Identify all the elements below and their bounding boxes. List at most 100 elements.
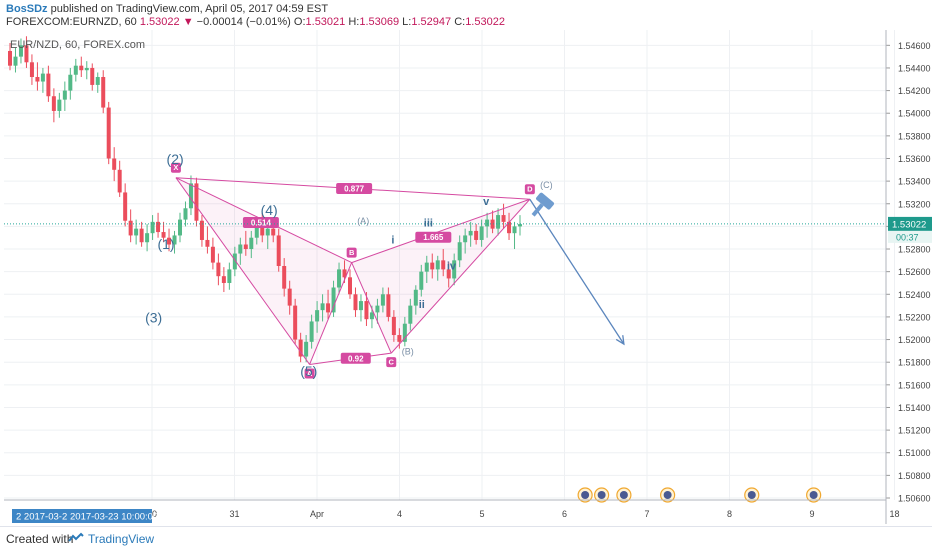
pattern-point-a: A bbox=[307, 369, 313, 378]
chart-legend-title: EUR/NZD, 60, FOREX.com bbox=[10, 39, 145, 51]
candle-body bbox=[441, 260, 446, 270]
candle-body bbox=[276, 235, 281, 266]
candle bbox=[227, 262, 232, 290]
pattern-ratio-box bbox=[336, 183, 373, 195]
candle-body bbox=[260, 224, 265, 236]
candle bbox=[172, 230, 177, 254]
candle-body bbox=[18, 45, 23, 57]
pattern-leg-cd[interactable] bbox=[390, 198, 531, 354]
pattern-leg-xa[interactable] bbox=[175, 177, 310, 365]
candle bbox=[315, 301, 320, 333]
pattern-leg-bc[interactable] bbox=[351, 262, 392, 354]
candle bbox=[496, 208, 501, 236]
candle bbox=[46, 65, 51, 102]
candle-body bbox=[156, 221, 161, 233]
candle-body bbox=[353, 294, 358, 311]
candle-body bbox=[62, 90, 67, 100]
candle bbox=[210, 237, 215, 270]
published-text: published on TradingView.com, April 05, … bbox=[50, 3, 329, 15]
candle-body bbox=[468, 230, 473, 236]
candle bbox=[413, 285, 418, 315]
candle bbox=[243, 230, 248, 256]
candle bbox=[79, 56, 84, 78]
candle-body bbox=[79, 65, 84, 71]
candle-body bbox=[304, 341, 309, 357]
candle bbox=[353, 287, 358, 317]
y-tick-label: 1.50800 bbox=[898, 471, 931, 481]
candle-body bbox=[172, 235, 177, 245]
candle bbox=[128, 209, 133, 243]
candle-body bbox=[199, 220, 204, 240]
crosshair-time-label-2: 2017-03-23 10:00:00 bbox=[70, 512, 158, 523]
candle bbox=[216, 253, 221, 286]
candle-body bbox=[397, 335, 402, 342]
candle-body bbox=[101, 77, 106, 108]
candle-body bbox=[265, 228, 270, 236]
candle bbox=[18, 38, 23, 64]
candle-body bbox=[117, 169, 122, 193]
economic-event-flag-icon bbox=[809, 491, 818, 499]
candle bbox=[139, 221, 144, 247]
candle-body bbox=[68, 74, 73, 91]
candle-body bbox=[183, 208, 188, 220]
candle-body bbox=[375, 305, 380, 313]
candle-body bbox=[254, 224, 259, 238]
candle-body bbox=[188, 183, 193, 209]
y-tick-label: 1.53200 bbox=[898, 199, 931, 209]
author-name[interactable]: BosSDz bbox=[6, 3, 48, 15]
candle bbox=[309, 314, 314, 349]
candle bbox=[485, 212, 490, 238]
pattern-point-box[interactable] bbox=[170, 162, 181, 173]
countdown-text: 00:37 bbox=[896, 232, 919, 242]
pattern-point-box[interactable] bbox=[386, 357, 397, 368]
candle bbox=[95, 72, 100, 93]
wave-label: i bbox=[391, 234, 394, 246]
candle-body bbox=[391, 316, 396, 336]
pattern-point-box[interactable] bbox=[304, 368, 315, 379]
symbol-line: FOREXCOM:EURNZD, 60 1.53022 ▼ −0.00014 (… bbox=[6, 16, 505, 28]
candle-body bbox=[386, 294, 391, 317]
candle bbox=[156, 212, 161, 238]
candle-body bbox=[457, 242, 462, 261]
candle-body bbox=[51, 96, 56, 111]
candle-body bbox=[293, 305, 298, 340]
candle-body bbox=[452, 260, 457, 279]
x-tick-label: 5 bbox=[479, 509, 484, 519]
candle bbox=[518, 215, 522, 236]
candle-body bbox=[485, 219, 490, 227]
pattern-leg-ab[interactable] bbox=[309, 262, 353, 365]
candle-body bbox=[518, 224, 522, 227]
candle bbox=[435, 255, 440, 281]
candle bbox=[150, 215, 155, 240]
candle-body bbox=[320, 303, 325, 311]
candle-body bbox=[446, 269, 451, 279]
candle bbox=[402, 316, 407, 347]
candle bbox=[348, 269, 352, 299]
tradingview-brand[interactable]: TradingView bbox=[88, 532, 155, 546]
x-tick-label: Apr bbox=[310, 509, 324, 519]
candle bbox=[8, 43, 12, 71]
price-chart[interactable]: X A B C D 0.877 0.514 0.92 1.665 (1) (2) (3) (4) (5)… bbox=[0, 30, 932, 525]
candle-body bbox=[298, 339, 303, 357]
candle-body bbox=[8, 50, 12, 66]
pattern-point-box[interactable] bbox=[346, 247, 357, 258]
y-tick-label: 1.54400 bbox=[898, 63, 931, 73]
pattern-diag-bd[interactable] bbox=[351, 198, 531, 264]
projection-arrow-line[interactable] bbox=[529, 198, 625, 345]
candle-body bbox=[167, 237, 172, 245]
pattern-point-box[interactable] bbox=[524, 184, 535, 195]
candle-body bbox=[326, 303, 331, 313]
candle-body bbox=[73, 65, 78, 75]
candle bbox=[501, 203, 506, 229]
candle bbox=[90, 63, 95, 91]
candle bbox=[13, 47, 18, 73]
candle-body bbox=[380, 294, 385, 306]
candle bbox=[51, 88, 56, 123]
candle-body bbox=[490, 219, 495, 229]
candle bbox=[112, 147, 117, 182]
economic-event-flag-icon bbox=[619, 491, 628, 499]
candle-body bbox=[84, 67, 89, 71]
candle bbox=[507, 212, 512, 240]
candle-body bbox=[238, 244, 243, 254]
candle bbox=[29, 54, 34, 85]
